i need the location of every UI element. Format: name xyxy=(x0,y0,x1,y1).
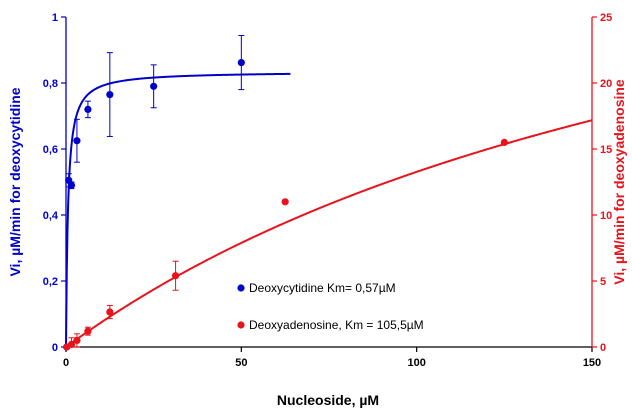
y-axis-right-title: Vi, µM/min for deoxyadenosine xyxy=(611,79,627,285)
x-tick-label: 100 xyxy=(407,357,425,369)
y-left-tick-label: 0 xyxy=(52,342,58,354)
x-tick-label: 0 xyxy=(63,357,69,369)
fit-curve-deoxycytidine xyxy=(65,72,291,348)
data-point-deoxyadenosine xyxy=(84,327,92,335)
y-left-tick-label: 0,6 xyxy=(43,144,58,156)
data-point-deoxycytidine xyxy=(67,181,76,189)
legend-label-deoxyadenosine: Deoxyadenosine, Km = 105,5µM xyxy=(249,318,424,332)
y-left-tick-label: 0,8 xyxy=(43,78,58,90)
x-tick-label: 50 xyxy=(235,357,247,369)
data-point-deoxyadenosine xyxy=(73,336,81,344)
legend-marker-deoxycytidine xyxy=(237,284,245,292)
y-right-tick-label: 15 xyxy=(600,144,612,156)
data-points xyxy=(63,58,508,351)
y-right-tick-label: 0 xyxy=(600,342,606,354)
y-right-tick-label: 25 xyxy=(600,12,612,24)
error-bars xyxy=(65,34,245,348)
legend-marker-deoxyadenosine xyxy=(237,321,245,329)
y-left-tick-label: 0,2 xyxy=(43,276,58,288)
data-point-deoxyadenosine xyxy=(106,308,114,316)
data-point-deoxycytidine xyxy=(73,137,81,145)
axes xyxy=(65,17,593,348)
data-point-deoxyadenosine xyxy=(67,340,76,348)
data-point-deoxyadenosine xyxy=(171,272,180,280)
y-right-tick-label: 20 xyxy=(600,78,612,90)
x-tick-label: 150 xyxy=(583,357,601,369)
y-right-tick-label: 5 xyxy=(600,276,606,288)
y-axis-left-title: Vi, µM/min for deoxycytidine xyxy=(7,87,23,276)
legend-label-deoxycytidine: Deoxycytidine Km= 0,57µM xyxy=(249,281,396,295)
y-right-tick-label: 10 xyxy=(600,210,612,222)
data-point-deoxycytidine xyxy=(237,58,245,67)
fit-curve-deoxyadenosine xyxy=(65,119,593,348)
legend: Deoxycytidine Km= 0,57µM Deoxyadenosine,… xyxy=(237,281,424,332)
data-point-deoxyadenosine xyxy=(281,198,289,206)
data-point-deoxycytidine xyxy=(106,90,114,99)
y-left-tick-label: 0,4 xyxy=(43,210,59,222)
x-axis-title: Nucleoside, µM xyxy=(277,392,379,408)
fit-curves xyxy=(65,72,593,348)
y-left-tick-label: 1 xyxy=(52,12,58,24)
data-point-deoxyadenosine xyxy=(500,138,508,146)
data-point-deoxycytidine xyxy=(150,82,158,90)
data-point-deoxycytidine xyxy=(84,105,92,113)
